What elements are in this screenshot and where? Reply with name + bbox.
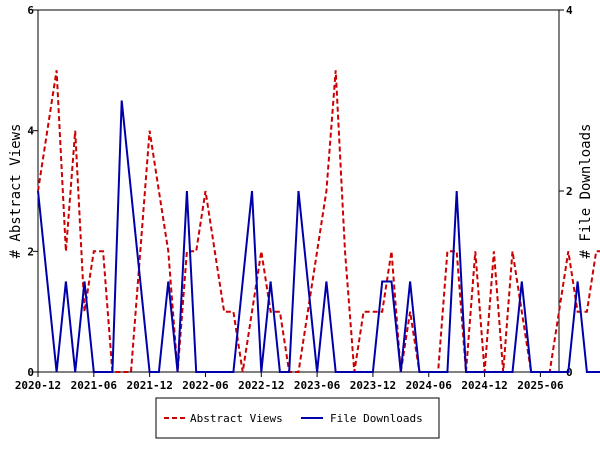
x-tick-label: 2025-06 xyxy=(517,379,564,392)
x-tick-label: 2023-12 xyxy=(350,379,396,392)
x-tick-label: 2022-06 xyxy=(182,379,229,392)
legend-label-abstract-views: Abstract Views xyxy=(190,412,283,425)
y-right-tick-label: 0 xyxy=(566,366,573,379)
x-tick-label: 2023-06 xyxy=(294,379,341,392)
x-tick-label: 2021-06 xyxy=(71,379,118,392)
series-line-file-downloads xyxy=(37,100,600,373)
y-left-tick-label: 2 xyxy=(27,245,34,258)
ticks-layer: 2020-12 2021-06 2021-12 2022-06 2022-12 2023-… xyxy=(15,4,573,392)
x-tick-label: 2024-12 xyxy=(461,379,507,392)
series-layer xyxy=(37,70,600,373)
y-left-tick-label: 4 xyxy=(27,125,34,138)
legend-label-file-downloads: File Downloads xyxy=(330,412,423,425)
y-axis-right-title: # File Downloads xyxy=(578,124,594,259)
x-tick-label: 2024-06 xyxy=(406,379,453,392)
x-tick-label: 2020-12 xyxy=(15,379,61,392)
y-right-tick-label: 4 xyxy=(566,4,573,17)
legend: Abstract Views File Downloads xyxy=(155,397,440,439)
y-axis-left-title: # Abstract Views xyxy=(8,124,24,259)
series-line-abstract-views xyxy=(37,70,600,373)
x-tick-label: 2021-12 xyxy=(126,379,172,392)
x-tick-label: 2022-12 xyxy=(238,379,284,392)
y-left-tick-label: 0 xyxy=(27,366,34,379)
y-left-tick-label: 6 xyxy=(27,4,34,17)
y-right-tick-label: 2 xyxy=(566,185,573,198)
legend-box xyxy=(155,397,440,439)
